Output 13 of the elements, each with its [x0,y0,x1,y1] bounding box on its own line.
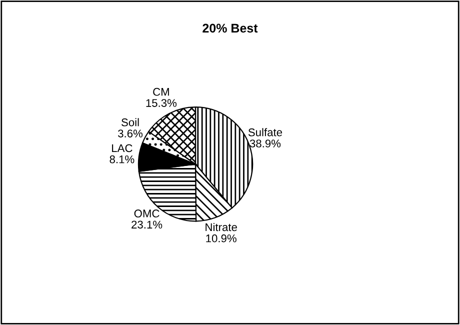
slice-label: OMC [134,210,160,218]
chart-title: 20% Best [202,24,258,33]
slice-label: Sulfate [248,128,282,136]
slice-label: Nitrate [206,222,237,232]
data-label: 15.3% [146,99,177,107]
data-label: 8.1% [110,155,134,164]
slice-label: CM [153,88,169,96]
slice-label: Soil [122,118,139,126]
data-label: 3.6% [118,130,143,138]
data-label: 23.1% [132,220,162,229]
data-label: 38.9% [250,140,281,148]
data-label: 10.9% [206,234,236,242]
slice-label: LAC [112,144,132,152]
